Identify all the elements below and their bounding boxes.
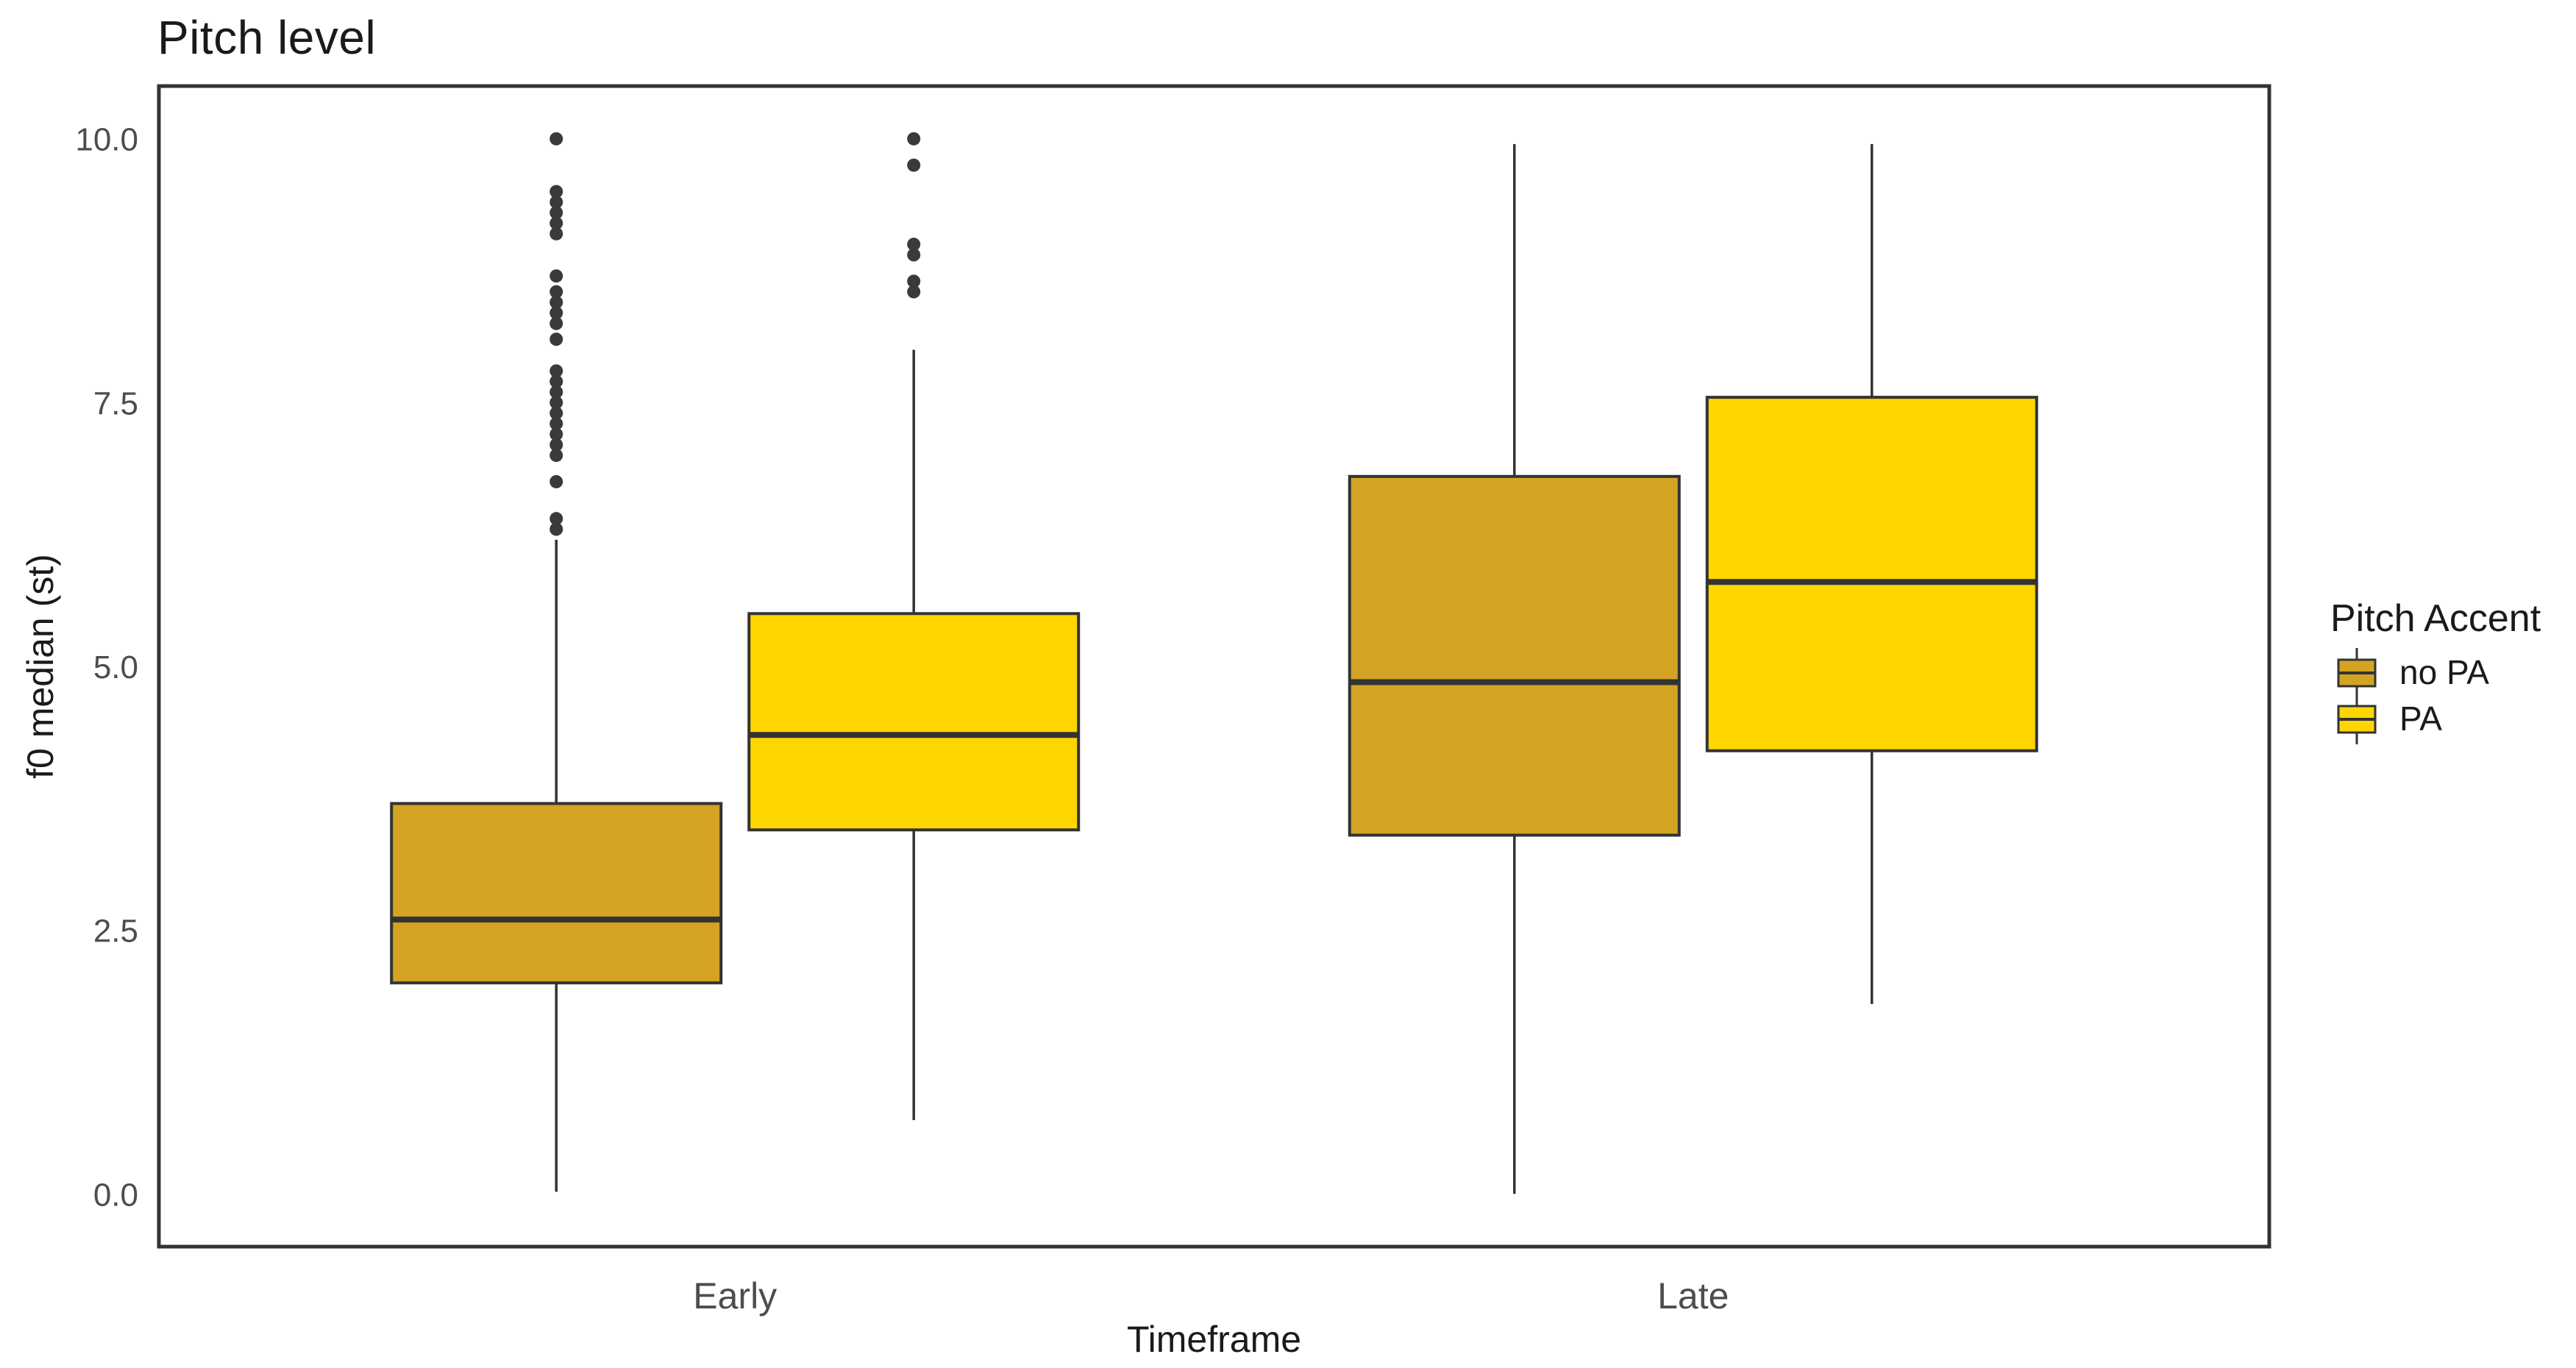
y-tick-label: 2.5 <box>93 913 138 950</box>
outlier-dot <box>907 158 921 172</box>
outlier-dot <box>907 274 921 288</box>
outlier-dot <box>549 132 563 146</box>
outlier-dot <box>549 185 563 199</box>
legend: Pitch Accent no PA PA <box>2330 597 2541 744</box>
chart-title: Pitch level <box>157 11 377 64</box>
outlier-dot <box>549 449 563 463</box>
x-tick-label: Late <box>1657 1275 1729 1317</box>
legend-title: Pitch Accent <box>2330 597 2541 640</box>
y-tick-label: 0.0 <box>93 1177 138 1213</box>
iqr-box <box>1705 396 2038 752</box>
box-early-pa <box>747 132 1081 1120</box>
x-tick-label: Early <box>693 1275 777 1317</box>
box-late-no-pa <box>1348 143 1681 1194</box>
y-axis-title: f0 median (st) <box>20 554 61 779</box>
y-tick-label: 10.0 <box>75 122 138 158</box>
legend-label: PA <box>2399 699 2442 738</box>
outlier-dot <box>549 227 563 241</box>
outlier-dot <box>549 195 563 209</box>
y-tick-label: 5.0 <box>93 649 138 685</box>
legend-label: no PA <box>2399 653 2489 691</box>
y-tick-label: 7.5 <box>93 385 138 421</box>
outlier-dot <box>549 474 563 488</box>
outlier-dot <box>907 238 921 252</box>
x-axis-title: Timeframe <box>1126 1319 1302 1360</box>
box-late-pa <box>1705 143 2038 1005</box>
legend-key-pa <box>2337 694 2377 744</box>
outlier-dot <box>549 269 563 283</box>
outlier-dot <box>549 374 563 388</box>
outlier-dot <box>549 438 563 452</box>
outlier-dot <box>549 396 563 410</box>
outlier-dot <box>549 417 563 431</box>
outlier-dot <box>907 285 921 299</box>
legend-key-no-pa <box>2337 648 2377 698</box>
outlier-dot <box>549 216 563 230</box>
iqr-box <box>1348 474 1681 837</box>
outlier-dot <box>549 285 563 299</box>
outlier-dot <box>549 316 563 330</box>
outlier-dot <box>549 522 563 536</box>
outlier-dot <box>549 406 563 420</box>
outlier-dot <box>549 364 563 378</box>
outlier-dot <box>549 512 563 526</box>
outlier-dot <box>549 206 563 220</box>
outlier-dot <box>907 248 921 262</box>
outlier-dot <box>549 306 563 320</box>
iqr-box <box>747 612 1081 832</box>
box-early-no-pa <box>390 132 723 1192</box>
outlier-dot <box>549 332 563 346</box>
outlier-dot <box>549 427 563 441</box>
iqr-box <box>390 802 723 985</box>
outlier-dot <box>907 132 921 146</box>
outlier-dot <box>549 296 563 310</box>
panel-border <box>157 84 2271 1249</box>
outlier-dot <box>549 385 563 399</box>
